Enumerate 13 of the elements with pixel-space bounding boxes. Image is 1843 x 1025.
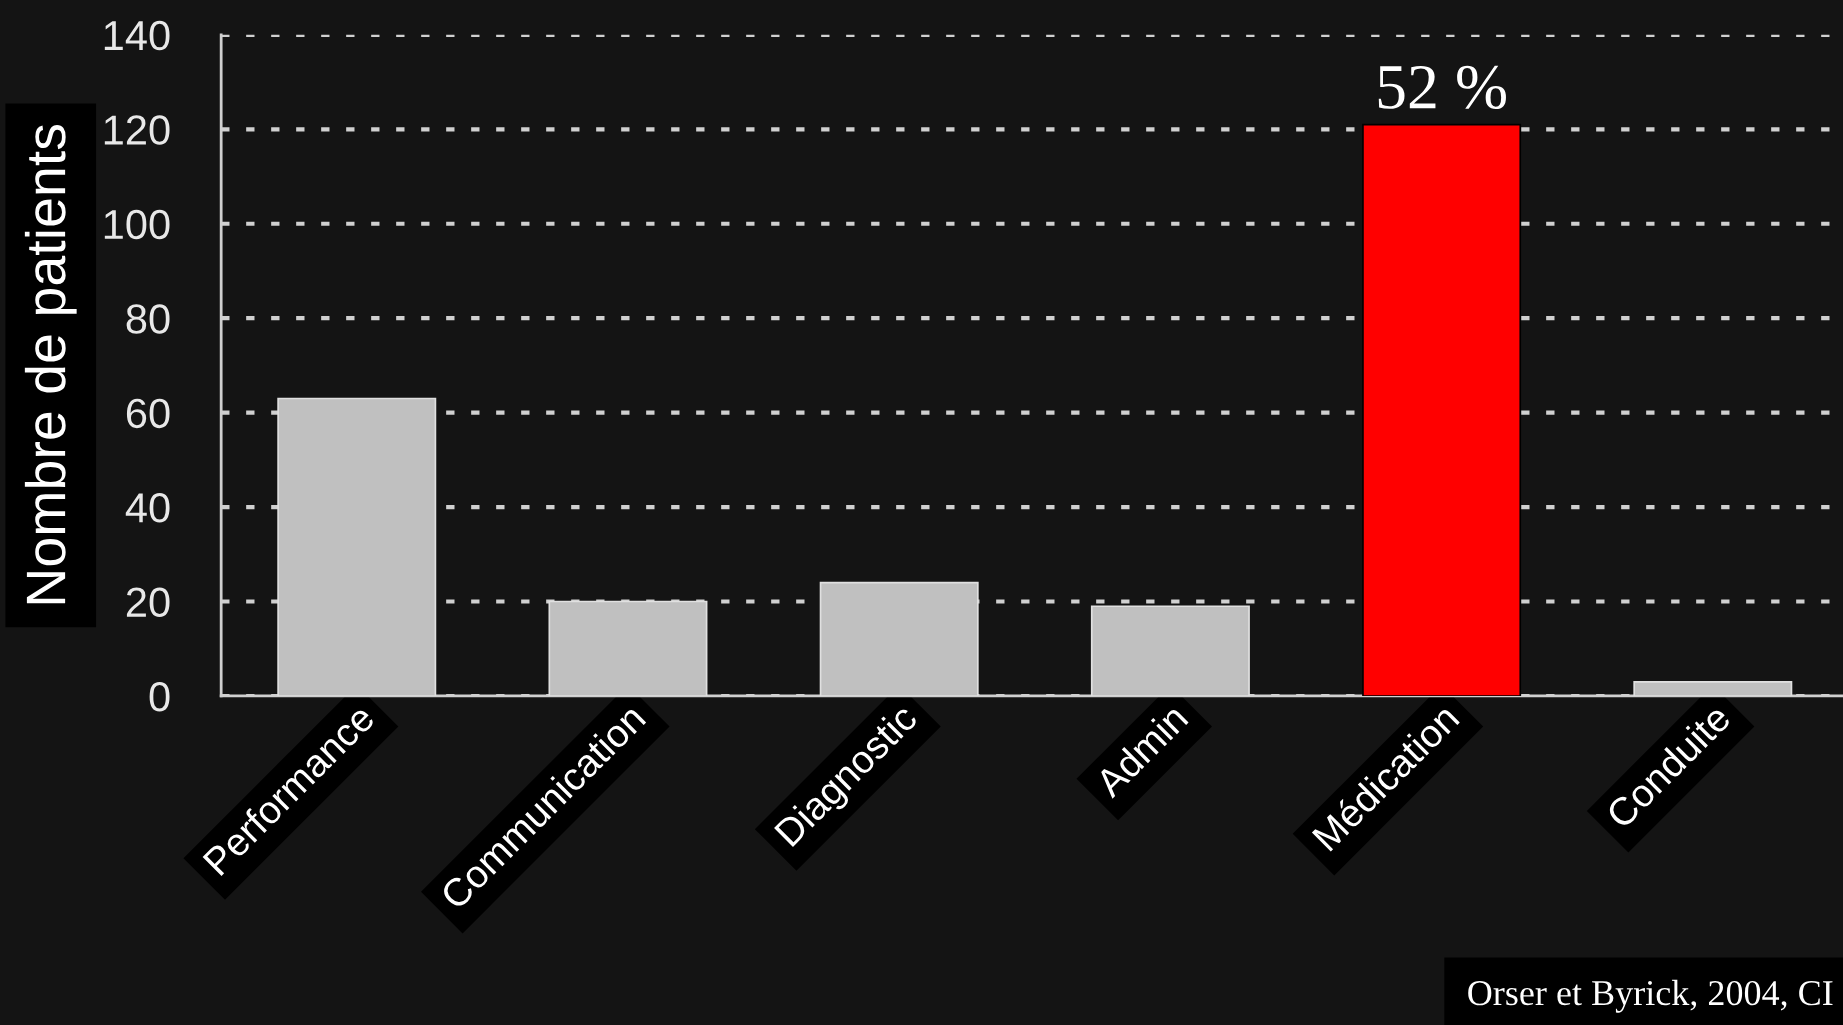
annotation: 52 %: [1378, 65, 1506, 110]
y-tick-label: 120: [104, 115, 170, 145]
bar: [1633, 680, 1793, 696]
y-tick-label: 40: [125, 493, 170, 523]
y-tick-label: 60: [126, 398, 170, 429]
y-tick-label: 80: [126, 304, 170, 334]
bar: [548, 600, 708, 696]
y-tick-label: 20: [126, 587, 170, 618]
y-tick-label: 100: [104, 209, 170, 240]
text: Orser et Byrick, 2004, CI: [1468, 979, 1833, 1013]
y-tick-label: 140: [104, 20, 170, 51]
y-axis-title: Nombre de patients: [24, 124, 77, 604]
y-tick-label: 0: [149, 681, 170, 712]
